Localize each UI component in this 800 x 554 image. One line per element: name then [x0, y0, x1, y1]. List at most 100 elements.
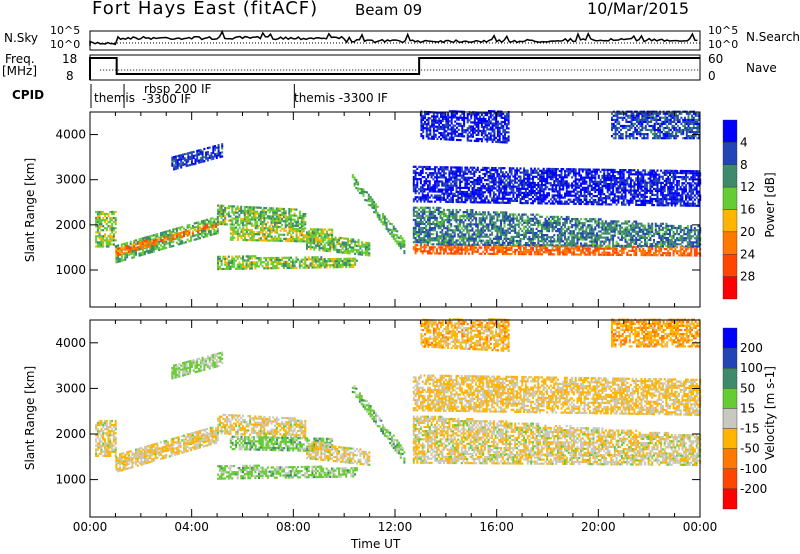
echo-cell	[213, 228, 216, 232]
echo-cell	[688, 239, 691, 242]
echo-cell	[382, 221, 384, 224]
echo-cell	[183, 163, 186, 166]
echo-cell	[555, 240, 558, 243]
echo-cell	[455, 178, 458, 181]
echo-cell	[430, 252, 433, 255]
echo-cell	[485, 168, 488, 172]
echo-cell	[633, 238, 636, 241]
echo-cell	[501, 191, 504, 194]
echo-cell	[649, 238, 652, 242]
echo-cell	[644, 254, 647, 257]
echo-cell	[526, 227, 529, 230]
echo-cell	[539, 221, 542, 224]
echo-cell	[475, 235, 478, 238]
echo-cell	[339, 259, 342, 263]
echo-cell	[218, 208, 221, 211]
echo-cell	[290, 237, 293, 241]
echo-cell	[245, 212, 248, 215]
echo-cell	[403, 252, 406, 255]
echo-cell	[464, 235, 467, 238]
echo-cell	[313, 230, 316, 233]
echo-cell	[430, 200, 433, 203]
echo-cell	[98, 241, 101, 244]
echo-cell	[576, 236, 579, 239]
echo-cell	[583, 224, 586, 227]
echo-cell	[193, 227, 196, 230]
echo-cell	[290, 208, 292, 211]
echo-cell	[100, 243, 103, 246]
echo-cell	[553, 253, 556, 256]
echo-cell	[345, 261, 348, 264]
echo-cell	[631, 238, 634, 241]
echo-cell	[558, 253, 561, 256]
echo-cell	[645, 245, 648, 248]
echo-cell	[373, 207, 376, 210]
echo-cell	[366, 252, 369, 255]
echo-cell	[428, 218, 431, 222]
echo-cell	[459, 248, 462, 251]
echo-cell	[336, 259, 339, 263]
echo-cell	[444, 190, 447, 193]
echo-cell	[524, 249, 527, 252]
echo-cell	[421, 229, 424, 232]
echo-cell	[685, 227, 687, 230]
echo-cell	[617, 242, 620, 245]
echo-cell	[628, 253, 631, 256]
echo-cell	[434, 210, 437, 213]
echo-cell	[432, 212, 435, 215]
echo-cell	[519, 217, 522, 220]
echo-cell	[542, 242, 545, 245]
echo-cell	[464, 225, 467, 228]
echo-cell	[412, 214, 415, 217]
echo-cell	[188, 233, 191, 236]
echo-cell	[500, 233, 502, 236]
echo-cell	[556, 215, 559, 218]
echo-cell	[498, 239, 501, 242]
echo-cell	[457, 196, 460, 200]
echo-cell	[274, 223, 276, 226]
echo-cell	[291, 224, 294, 227]
echo-cell	[685, 250, 687, 253]
echo-cell	[464, 176, 467, 179]
echo-cell	[512, 235, 515, 238]
echo-cell	[238, 265, 241, 268]
echo-cell	[191, 230, 194, 233]
echo-cell	[231, 255, 234, 258]
echo-cell	[530, 249, 533, 252]
echo-cell	[530, 244, 533, 247]
echo-cell	[297, 230, 300, 233]
echo-cell	[501, 187, 504, 190]
echo-cell	[217, 220, 220, 223]
echo-cell	[631, 226, 634, 229]
echo-cell	[104, 233, 106, 236]
echo-cell	[416, 186, 419, 189]
echo-cell	[530, 240, 533, 243]
echo-cell	[484, 187, 486, 190]
echo-cell	[446, 200, 449, 203]
echo-cell	[428, 180, 431, 183]
echo-cell	[492, 241, 495, 244]
echo-cell	[498, 246, 501, 249]
echo-cell	[484, 168, 486, 172]
echo-cell	[656, 224, 659, 227]
echo-cell	[489, 177, 492, 180]
echo-cell	[231, 232, 234, 235]
echo-cell	[588, 249, 591, 252]
echo-cell	[635, 226, 638, 229]
echo-cell	[307, 241, 310, 244]
echo-cell	[572, 253, 575, 256]
echo-cell	[523, 225, 526, 228]
echo-cell	[196, 160, 199, 163]
echo-cell	[249, 263, 252, 266]
echo-cell	[629, 234, 632, 237]
echo-cell	[244, 234, 246, 238]
echo-cell	[376, 213, 379, 217]
echo-cell	[635, 232, 638, 235]
echo-cell	[460, 237, 463, 240]
echo-cell	[448, 217, 451, 220]
echo-cell	[460, 243, 463, 246]
echo-cell	[645, 252, 648, 255]
echo-cell	[243, 267, 246, 270]
echo-cell	[279, 229, 282, 232]
echo-cell	[621, 226, 623, 229]
